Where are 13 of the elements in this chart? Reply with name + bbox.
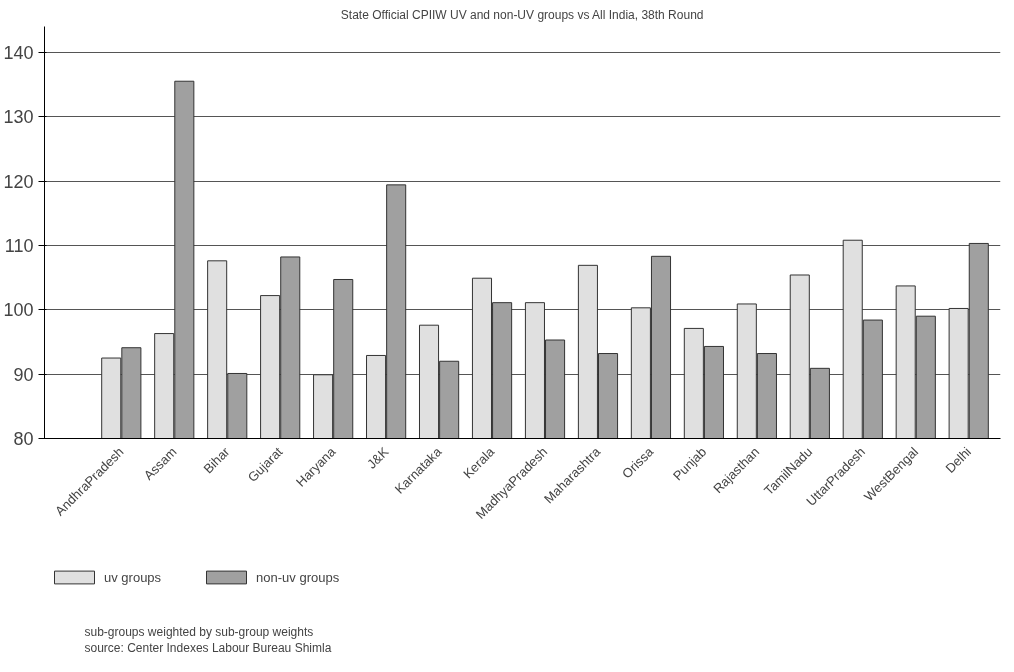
source-note: source: Center Indexes Labour Bureau Shimla [84, 640, 332, 655]
legend-label: non-uv groups [256, 569, 340, 585]
y-tick-label: 80 [13, 429, 34, 449]
x-tick-label: J&K [363, 443, 392, 472]
y-tick-label: 130 [3, 107, 34, 128]
chart-title: State Official CPIIW UV and non-UV groups vs All India, 38th Round [340, 7, 704, 22]
y-tick-label: 120 [3, 171, 34, 192]
y-tick-label: 90 [13, 364, 34, 385]
text: sub-groups weighted by sub-group weights [84, 624, 314, 639]
y-tick-label: 110 [4, 235, 34, 256]
y-tick-label: 140 [3, 42, 34, 63]
legend-label: uv groups [104, 569, 162, 585]
y-tick-label: 100 [3, 300, 34, 321]
